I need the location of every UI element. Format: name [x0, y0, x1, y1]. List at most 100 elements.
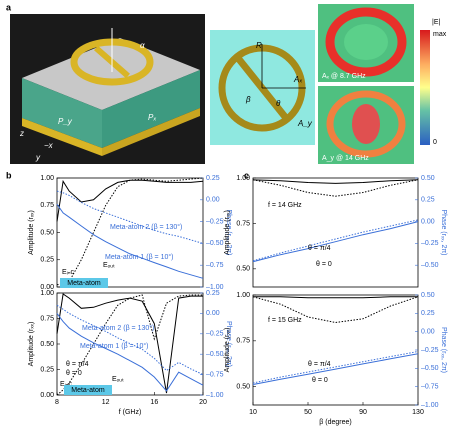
series-line [252, 353, 419, 385]
y-tick-label: 0.25 [40, 257, 54, 264]
y-tick-label: 0.50 [236, 266, 250, 273]
annotation: Eₒᵤₜ [112, 376, 124, 383]
angle-label: α [140, 41, 145, 50]
y-tick-label: 0.75 [236, 338, 250, 345]
y-tick-label: 1.00 [40, 175, 54, 182]
map-label: A_y @ 14 GHz [322, 155, 369, 162]
colorbar-label: 0 [433, 139, 437, 146]
annotation: Meta-atom [71, 387, 105, 394]
annotation: θ = π/4 [308, 361, 331, 368]
y2-tick-label: –0.75 [206, 262, 224, 269]
annotation: f = 15 GHz [268, 317, 302, 324]
annotation: Eₒᵤₜ [103, 262, 115, 269]
top-view [210, 30, 315, 145]
annotation: θ = 0 [312, 377, 328, 384]
x-tick-label: 12 [102, 399, 110, 406]
annotation: f = 14 GHz [268, 202, 302, 209]
period-label: P_y [58, 117, 73, 126]
series-line [252, 219, 419, 262]
panel-label: b [6, 170, 12, 180]
y2-axis-label: Phase (rₓₓ, 2π) [440, 210, 447, 256]
annotation-box [60, 278, 108, 288]
angle-label: β [245, 95, 251, 104]
plot-frame [252, 294, 419, 406]
y-tick-label: 1.00 [236, 292, 250, 299]
x-tick-label: 16 [150, 399, 158, 406]
y2-tick-label: –0.50 [206, 351, 224, 358]
y2-tick-label: –0.50 [421, 262, 439, 269]
y2-tick-label: –0.25 [421, 347, 439, 354]
annotation: Meta-atom 1 (β = 10°) [105, 253, 174, 261]
colorbar-label: max [433, 31, 447, 38]
series-line [252, 179, 419, 197]
y2-tick-label: 0.25 [206, 290, 220, 297]
x-axis-label: f (GHz) [119, 409, 142, 416]
y2-tick-label: –0.75 [421, 384, 439, 391]
y2-tick-label: 0.00 [206, 197, 220, 204]
panel-label: c [244, 170, 249, 180]
x-tick-label: 10 [249, 409, 257, 416]
annotation: Eᵢₙc [60, 381, 73, 388]
y2-tick-label: –0.50 [421, 365, 439, 372]
x-tick-label: 20 [199, 399, 207, 406]
y2-tick-label: 0.50 [421, 292, 435, 299]
y-tick-label: 0.50 [40, 229, 54, 236]
series-line [56, 179, 204, 222]
radius-label: R [256, 41, 262, 50]
annotation: Meta-atom 2 (β = 130°) [110, 223, 182, 231]
series-line [252, 221, 419, 263]
y2-axis-label: Phase (rₓₓ, 2π) [225, 321, 232, 367]
y2-axis-label: Phase (rₓₓ, 2π) [225, 210, 232, 256]
y-tick-label: 0.50 [236, 384, 250, 391]
y2-tick-label: –0.75 [206, 371, 224, 378]
series-line [56, 304, 204, 376]
annotation: θ = π/4 [308, 245, 331, 252]
y2-tick-label: 0.00 [421, 329, 435, 336]
y2-axis-label: Phase (rₓₓ, 2π) [440, 327, 447, 373]
series-line [56, 293, 203, 394]
series-line [56, 190, 204, 244]
x-tick-label: 130 [412, 409, 424, 416]
series-line [56, 203, 204, 279]
unit-cell-3d [10, 14, 205, 164]
y2-tick-label: –0.25 [421, 240, 439, 247]
axis-label: y [35, 153, 41, 162]
axis-label: Aₓ [293, 75, 302, 84]
angle-label: θ [276, 99, 281, 108]
y2-tick-label: 0.25 [421, 310, 435, 317]
series-line [252, 179, 419, 184]
axis-label: z [19, 129, 24, 138]
y2-tick-label: 0.25 [206, 175, 220, 182]
y-tick-label: 0.25 [40, 366, 54, 373]
series-line [56, 177, 204, 286]
y2-tick-label: –0.25 [206, 331, 224, 338]
y-tick-label: 1.00 [40, 290, 54, 297]
x-axis-label: β (degree) [319, 419, 351, 426]
colorbar-title: |E| [432, 19, 440, 26]
y-tick-label: 0.75 [40, 202, 54, 209]
annotation: Meta-atom 2 (β = 130°) [82, 324, 154, 332]
plot-frame [252, 177, 419, 288]
y2-tick-label: 0.50 [421, 175, 435, 182]
y2-tick-label: 0.00 [421, 218, 435, 225]
y-axis-label: Amplitude (rₓₓ) [224, 328, 231, 373]
annotation: θ = π/4 [66, 361, 89, 368]
y-tick-label: 0.75 [236, 220, 250, 227]
annotation: θ = 0 [66, 370, 82, 377]
series-line [252, 296, 419, 324]
axis-label: −x [44, 141, 54, 150]
y-tick-label: 0.75 [40, 315, 54, 322]
y-tick-label: 0.00 [40, 392, 54, 399]
series-line [56, 313, 204, 392]
y2-tick-label: –1.00 [206, 392, 224, 399]
x-tick-label: 8 [55, 399, 59, 406]
y2-tick-label: 0.25 [421, 197, 435, 204]
axis-label: A_y [297, 119, 313, 128]
annotation: Meta-atom 1 (β = 10°) [80, 342, 149, 350]
y-axis-label: Amplitude (rₓₓ) [28, 322, 35, 367]
period-label: Pₓ [148, 113, 156, 122]
y2-tick-label: 0.00 [206, 310, 220, 317]
y-tick-label: 0.00 [40, 284, 54, 291]
annotation-box [64, 385, 112, 395]
